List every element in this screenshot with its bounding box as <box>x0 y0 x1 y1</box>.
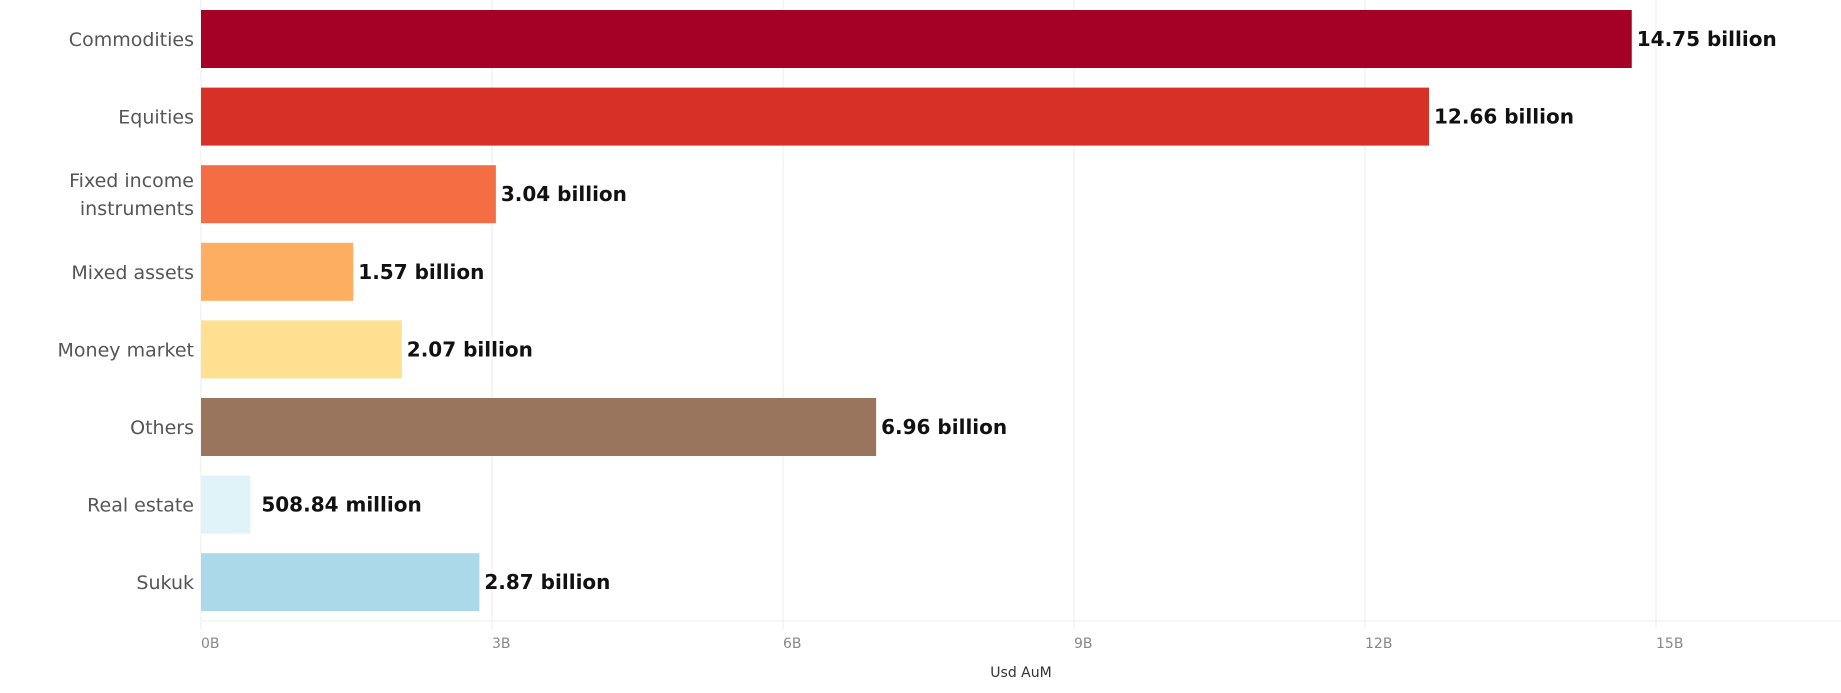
category-label: Fixed income <box>69 170 194 192</box>
bars <box>201 10 1632 612</box>
bar[interactable] <box>201 320 402 379</box>
bar[interactable] <box>201 87 1430 146</box>
x-axis-ticks: 0B 3B 6B 9B 12B 15B <box>201 636 1683 652</box>
value-label: 6.96 billion <box>881 415 1007 439</box>
category-label: Sukuk <box>136 572 194 594</box>
bar[interactable] <box>201 242 354 301</box>
value-labels: 14.75 billion 12.66 billion 3.04 billion 1.… <box>261 27 1776 594</box>
category-label: Money market <box>58 339 194 361</box>
x-tick-label: 12B <box>1365 636 1392 652</box>
x-axis-title: Usd AuM <box>990 665 1051 681</box>
bar[interactable] <box>201 553 480 612</box>
x-tick-label: 3B <box>492 636 511 652</box>
value-label: 2.07 billion <box>407 337 533 361</box>
value-label: 2.87 billion <box>484 570 610 594</box>
category-label: Equities <box>118 107 194 129</box>
value-label: 508.84 million <box>261 493 421 517</box>
category-label: instruments <box>80 198 194 220</box>
value-label: 1.57 billion <box>358 260 484 284</box>
x-tick-label: 15B <box>1656 636 1683 652</box>
x-tick-label: 9B <box>1074 636 1093 652</box>
category-label: Real estate <box>87 495 194 517</box>
category-label: Others <box>130 417 194 439</box>
value-label: 3.04 billion <box>501 182 627 206</box>
value-label: 14.75 billion <box>1637 27 1777 51</box>
value-label: 12.66 billion <box>1434 105 1574 129</box>
category-label: Commodities <box>69 29 194 51</box>
x-tick-label: 6B <box>783 636 802 652</box>
bar[interactable] <box>201 475 251 534</box>
x-tick-label: 0B <box>201 636 220 652</box>
bar[interactable] <box>201 165 496 224</box>
category-labels: Commodities Equities Fixed income instrumen… <box>58 29 194 594</box>
category-label: Mixed assets <box>71 262 194 284</box>
bar[interactable] <box>201 10 1632 68</box>
bar[interactable] <box>201 398 877 456</box>
